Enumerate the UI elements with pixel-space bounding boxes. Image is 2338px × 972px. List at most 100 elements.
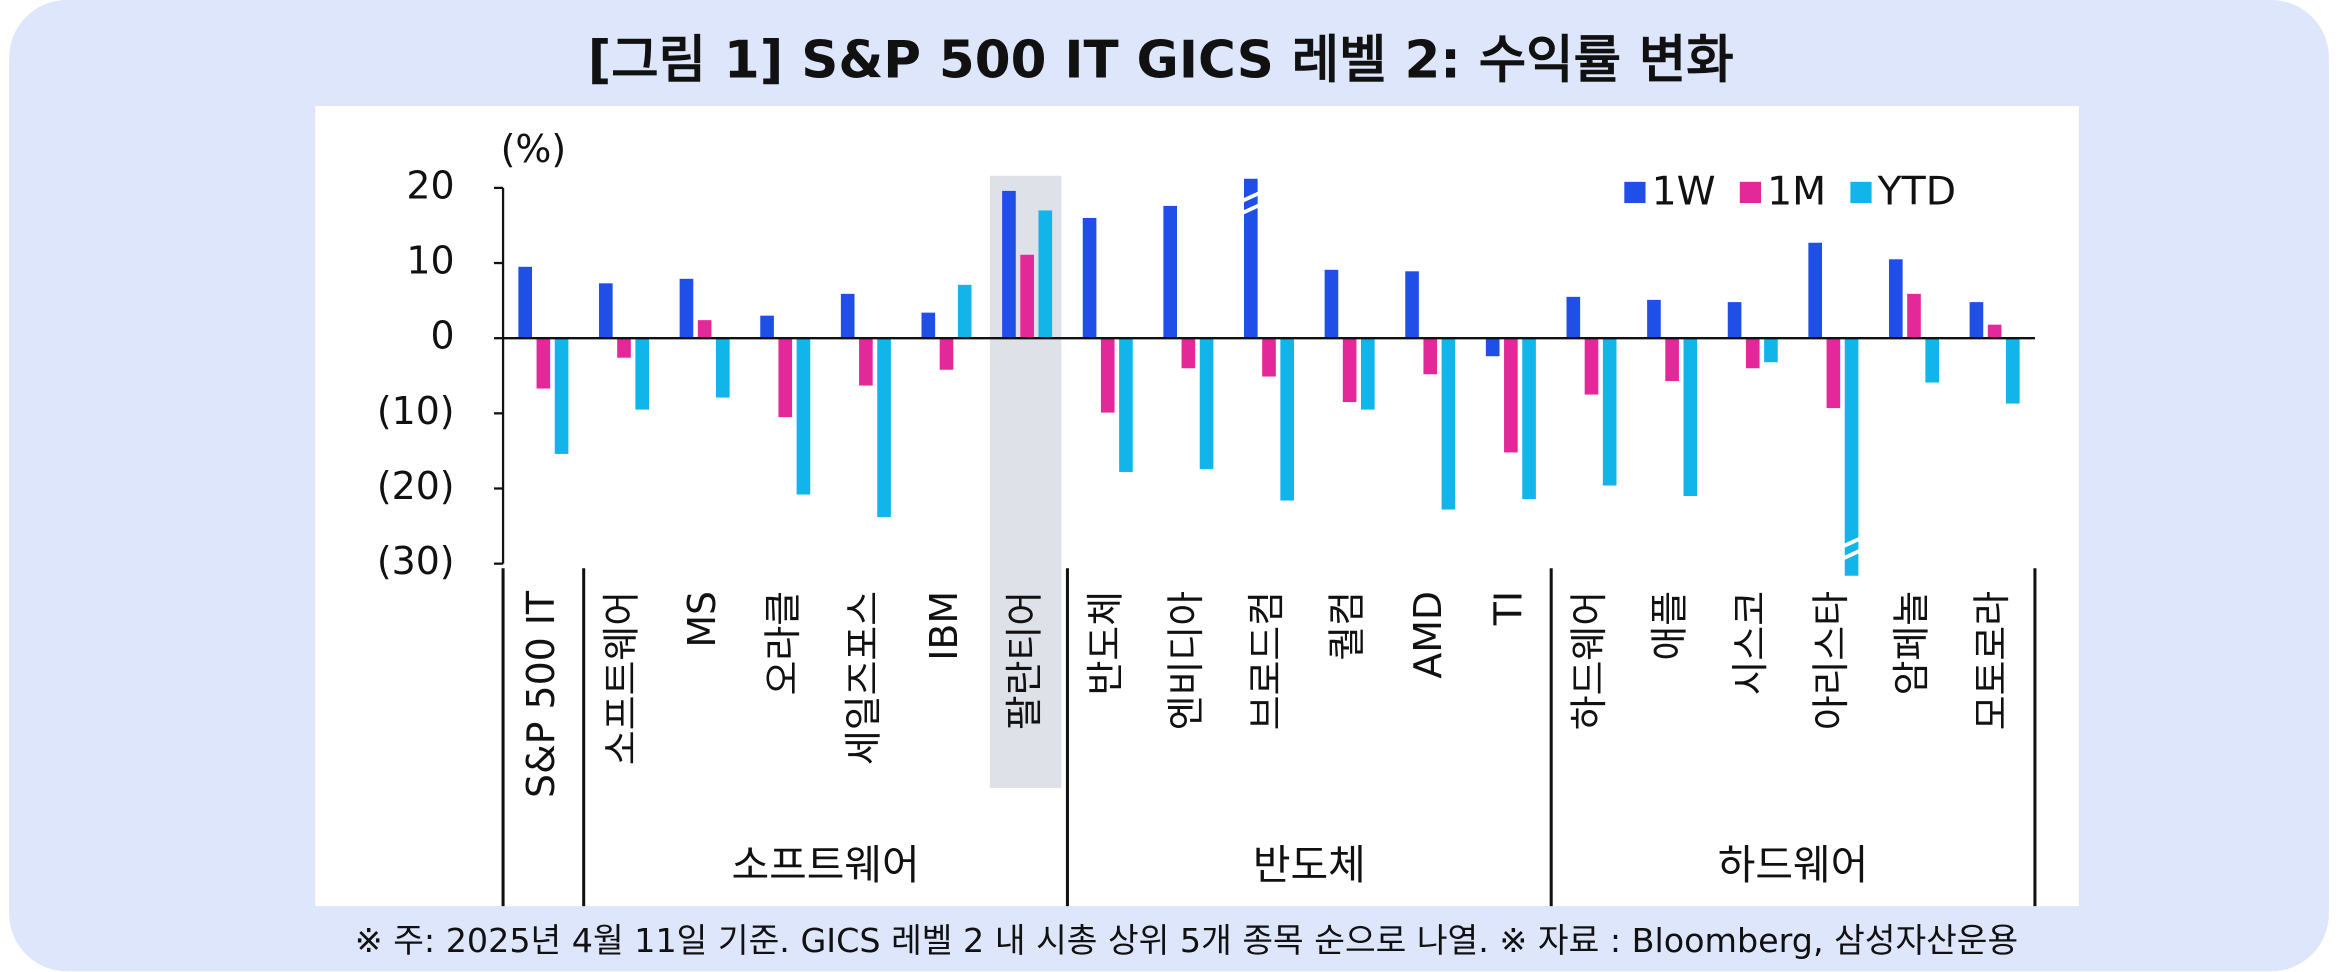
x-tick-label: 하드웨어: [1567, 591, 1611, 730]
bar: [697, 320, 712, 339]
footnote: ※ 주: 2025년 4월 11일 기준. GICS 레벨 2 내 시총 상위 …: [355, 921, 2018, 960]
legend-label: 1M: [1767, 168, 1826, 214]
y-tick-label: (10): [377, 389, 455, 433]
legend-swatch: [1739, 181, 1762, 204]
bar: [518, 266, 533, 339]
group-label: 반도체: [1253, 841, 1366, 889]
bar: [921, 312, 936, 339]
bar: [1566, 296, 1581, 339]
plot-background: [315, 106, 2079, 907]
bar: [1522, 338, 1536, 500]
y-tick-label: 0: [430, 314, 454, 358]
bar: [617, 338, 631, 358]
bar: [1602, 338, 1617, 486]
bar: [1441, 338, 1456, 510]
bar: [536, 338, 551, 389]
bar: [1324, 269, 1339, 339]
bar: [1888, 259, 1903, 339]
axis-break: [1840, 548, 1863, 561]
axis-break: [1840, 536, 1863, 549]
y-tick-label: 10: [406, 239, 454, 283]
bar: [877, 338, 891, 518]
bar: [1844, 338, 1859, 576]
bar: [1969, 302, 1984, 339]
x-tick-label: 세일즈포스: [841, 591, 885, 765]
bar: [859, 338, 873, 386]
bar: [1826, 338, 1841, 409]
bar: [1038, 210, 1053, 339]
bar: [599, 283, 613, 339]
x-tick-label: TI: [1486, 591, 1530, 626]
x-tick-label: 모토로라: [1970, 591, 2014, 730]
x-tick-label: 브로드컴: [1245, 591, 1289, 730]
bar: [1683, 338, 1698, 497]
bar: [1745, 338, 1760, 369]
x-tick-label: 팔란티어: [1003, 591, 1047, 730]
bar: [1163, 205, 1178, 339]
bar: [1485, 338, 1500, 357]
bar: [840, 293, 855, 339]
bar: [635, 338, 650, 410]
bar: [1584, 338, 1599, 395]
bar: [1342, 338, 1357, 403]
x-tick-label: IBM: [922, 591, 966, 661]
bar: [1987, 324, 2002, 339]
bar: [1925, 338, 1940, 383]
axis-break: [1240, 202, 1262, 216]
bar: [1727, 302, 1742, 339]
legend-swatch: [1624, 181, 1646, 204]
x-tick-label: 퀄컴: [1325, 591, 1369, 661]
bar: [1808, 242, 1823, 339]
group-label: 하드웨어: [1718, 841, 1869, 889]
bar: [1020, 254, 1034, 339]
bar: [1082, 217, 1097, 339]
legend-label: 1W: [1652, 168, 1716, 214]
bar: [1280, 338, 1295, 501]
bar: [715, 338, 730, 398]
bar: [1199, 338, 1214, 469]
bar: [760, 315, 774, 339]
bar: [1262, 338, 1276, 377]
bar: [1907, 293, 1921, 339]
y-tick-label: (20): [377, 464, 455, 508]
axis-break: [1240, 190, 1262, 204]
x-tick-label: 시스코: [1728, 591, 1772, 696]
bar: [778, 338, 793, 418]
bar: [1100, 338, 1115, 413]
y-tick-label: 20: [406, 163, 454, 207]
bar: [1181, 338, 1196, 369]
x-tick-label: 반도체: [1083, 591, 1127, 696]
bar: [1002, 190, 1016, 339]
bar: [1423, 338, 1438, 375]
x-tick-label: 아리스타: [1809, 591, 1853, 730]
x-tick-label: 암페놀: [1889, 591, 1933, 696]
bar: [679, 278, 694, 339]
y-unit: (%): [501, 127, 567, 171]
bar: [1360, 338, 1375, 410]
x-tick-label: 소프트웨어: [600, 591, 644, 765]
y-tick-label: (30): [377, 539, 455, 583]
bar: [554, 338, 569, 454]
bar: [2005, 338, 2020, 404]
bar: [1119, 338, 1133, 472]
bar: [1764, 338, 1778, 363]
bar: [1647, 299, 1661, 339]
x-tick-label: 오라클: [761, 591, 805, 696]
group-label: 소프트웨어: [731, 841, 919, 889]
x-tick-label: AMD: [1406, 591, 1450, 679]
x-tick-label: MS: [680, 591, 724, 648]
legend-label: YTD: [1877, 168, 1956, 214]
bar: [1504, 338, 1518, 453]
bar: [939, 338, 954, 370]
bar: [1665, 338, 1679, 382]
bar: [1244, 178, 1258, 339]
bar: [1405, 271, 1419, 339]
x-tick-label: 애플: [1648, 591, 1692, 661]
x-tick-label: 엔비디아: [1164, 591, 1208, 730]
bar: [957, 284, 972, 339]
bars: [518, 178, 2020, 576]
chart-title: [그림 1] S&P 500 IT GICS 레벨 2: 수익률 변화: [588, 31, 1734, 91]
bar: [796, 338, 811, 495]
legend-swatch: [1850, 181, 1872, 204]
